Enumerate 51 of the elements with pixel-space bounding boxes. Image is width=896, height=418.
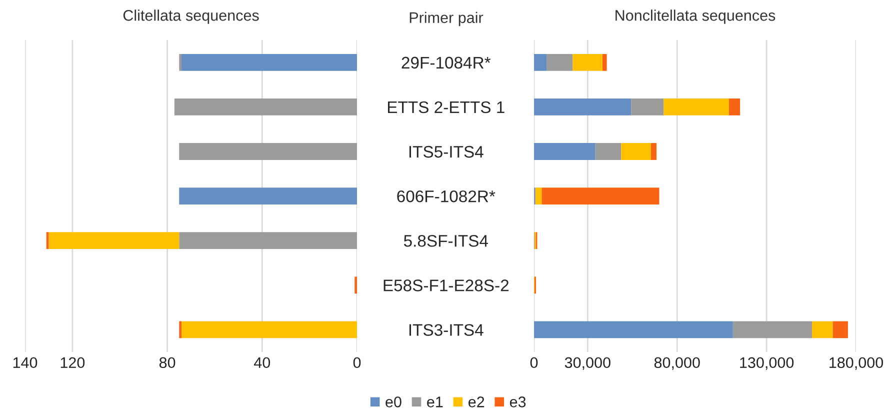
bar <box>536 188 542 205</box>
x-tick-label: 0 <box>353 357 361 368</box>
bar <box>179 321 182 338</box>
legend-label: e2 <box>468 396 484 408</box>
bar <box>732 321 812 338</box>
bar <box>534 54 547 71</box>
legend-label: e1 <box>427 396 443 408</box>
bar <box>179 143 357 160</box>
bar <box>542 188 660 205</box>
bar <box>534 98 632 116</box>
bar <box>595 143 622 160</box>
y-tick-label: 5.8SF-ITS4 <box>404 234 488 247</box>
x-tick-label: 80 <box>159 357 176 368</box>
bar <box>650 143 657 160</box>
y-tick-label: ITS3-ITS4 <box>409 324 484 336</box>
legend-label: e0 <box>386 396 402 408</box>
bar <box>621 143 651 160</box>
y-tick-label: ETTS 2-ETTS 1 <box>388 101 504 114</box>
bar <box>48 232 180 250</box>
x-tick-label: 120 <box>60 357 85 368</box>
y-tick-label: 606F-1082R* <box>397 190 496 202</box>
y-tick-label: E58S-F1-E28S-2 <box>384 280 509 292</box>
chart-title: Clitellata sequences <box>123 10 259 24</box>
bar <box>179 54 182 71</box>
bar <box>832 321 848 338</box>
bar <box>631 98 664 116</box>
x-tick-label: 180,000 <box>830 357 884 370</box>
bar <box>812 321 833 338</box>
x-tick-label: 130,000 <box>740 357 794 370</box>
y-axis-title: Primer pair <box>410 12 484 26</box>
y-tick-label: ITS5-ITS4 <box>409 146 484 158</box>
bar <box>664 98 729 116</box>
bar <box>179 188 357 205</box>
bar <box>179 232 357 250</box>
bar <box>546 54 573 71</box>
bar <box>174 98 357 116</box>
x-tick-label: 40 <box>254 357 270 368</box>
chart-title: Nonclitellata sequences <box>616 10 776 24</box>
x-tick-label: 140 <box>13 357 38 368</box>
bar <box>728 98 740 116</box>
bar <box>182 321 357 338</box>
bar <box>602 54 607 71</box>
bar <box>534 321 733 338</box>
x-tick-label: 0 <box>530 357 538 368</box>
bar <box>534 143 596 160</box>
legend-label: e3 <box>510 396 526 408</box>
bar <box>572 54 603 71</box>
y-tick-label: 29F-1084R* <box>402 56 491 69</box>
x-tick-label: 80,000 <box>654 357 700 370</box>
x-tick-label: 30,000 <box>564 357 610 370</box>
bar <box>182 54 357 71</box>
